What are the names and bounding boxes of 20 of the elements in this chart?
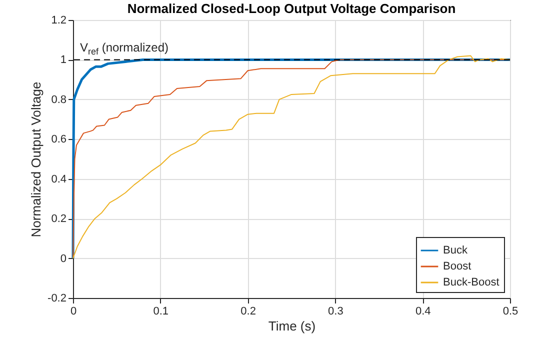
x-tick-label: 0.1 [153, 306, 169, 318]
y-tick-label: 0.4 [51, 173, 66, 186]
chart-title: Normalized Closed-Loop Output Voltage Comparison [127, 1, 456, 16]
x-tick-label: 0 [70, 306, 77, 318]
legend-label: Buck-Boost [443, 276, 500, 288]
legend-label: Buck [443, 244, 468, 256]
y-tick-label: 1 [60, 54, 66, 66]
x-tick-label: 0.4 [415, 306, 431, 318]
legend-label: Boost [443, 260, 472, 272]
y-tick-label: 0.6 [51, 134, 66, 146]
x-axis-title: Time (s) [268, 318, 316, 334]
x-tick-label: 0.2 [240, 306, 256, 318]
y-tick-label: -0.2 [48, 292, 66, 304]
y-tick-label: 0.8 [51, 94, 66, 106]
y-tick-label: 1.2 [51, 14, 66, 26]
x-tick-label: 0.3 [328, 306, 344, 318]
y-axis-title: Normalized Output Voltage [28, 82, 44, 238]
x-tick-label: 0.5 [502, 306, 518, 318]
y-tick-label: 0 [60, 252, 66, 265]
y-tick-label: 0.2 [51, 213, 66, 226]
